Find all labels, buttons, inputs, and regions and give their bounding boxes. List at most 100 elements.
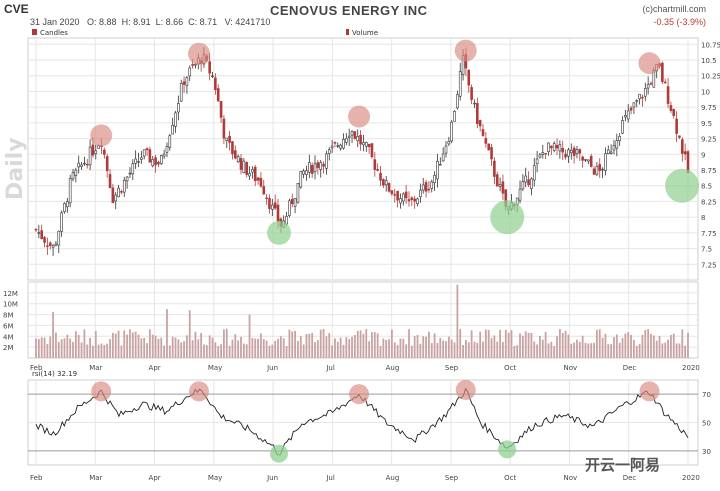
candle-body [108,174,112,188]
candle-body [604,153,607,171]
volume-bar [200,332,203,358]
volume-bar [510,330,513,358]
volume-bar [368,341,371,358]
volume-bar [533,341,536,358]
candle-body [293,198,297,207]
volume-bar [593,342,595,358]
volume-bar [484,329,487,358]
candle-body [567,149,570,157]
candle-body [105,156,109,171]
volume-bar [288,329,291,358]
candle-body [91,144,95,156]
volume-bar [436,342,439,358]
volume-bar [564,330,567,358]
volume-bar [393,342,396,358]
volume-bar [109,339,111,358]
rsi-y-tick-label: 30 [702,448,711,456]
volume-bar [462,345,464,358]
candle-body [484,138,488,144]
candle-body [367,143,371,148]
candle-body [370,143,374,158]
volume-bar [678,343,681,358]
rsi-x-tick-label: Apr [149,474,161,482]
volume-bar [191,340,194,358]
candle-body [51,245,55,248]
candle-body [83,162,86,165]
volume-bar [687,332,689,358]
volume-bar [77,334,80,358]
volume-bar [413,336,416,358]
volume-bar [439,337,442,358]
volume-bar [530,332,533,358]
volume-bar [260,333,262,358]
volume-legend-label: Volume [352,29,378,37]
volume-bar [644,329,647,358]
volume-bar [527,332,530,358]
price-x-tick-label: 2020 [682,364,700,372]
candle-body [669,105,673,111]
volume-bar [428,331,430,358]
volume-bar [74,331,77,358]
volume-bar [245,344,248,358]
candle-body [572,147,576,156]
rsi-x-tick-label: Oct [504,474,516,482]
candle-body [179,83,183,102]
price-peak-marker [454,39,477,62]
candle-body [359,134,362,145]
candle-body [271,204,274,210]
volume-bar [633,339,635,358]
candle-body [638,93,641,100]
candle-body [384,180,388,186]
price-y-tick-label: 7.5 [701,246,712,254]
candle-body [316,162,320,168]
candle-body [177,103,180,113]
volume-bar [573,342,576,358]
candle-body [356,136,360,142]
volume-bar [502,342,504,358]
volume-bar [134,331,137,358]
volume-bar [146,343,148,358]
candle-body [68,178,72,204]
candle-body [424,182,428,192]
price-y-tick-label: 10.75 [701,41,720,49]
chartmill-credit[interactable]: (c)chartmill.com [642,4,706,14]
volume-bar [419,343,422,358]
volume-bar [638,344,641,358]
ticker-symbol: CVE [4,2,29,16]
candle-body [117,187,120,198]
volume-bar [396,344,399,358]
candle-body [427,188,431,191]
volume-bar [513,345,516,358]
volume-bar [410,345,413,358]
volume-bar [539,335,541,358]
candle-body [88,146,92,166]
volume-bar [103,344,106,358]
volume-bar [408,329,410,358]
price-y-tick-label: 9.5 [701,120,712,128]
candle-body [134,158,137,164]
candle-body [404,191,408,199]
volume-bar [541,339,544,358]
volume-bar [129,329,131,358]
candle-body [60,212,63,232]
volume-bar [151,334,154,358]
rsi-trough-marker [270,444,289,463]
candle-body [319,162,323,170]
volume-bar [667,339,669,358]
candle-body [333,142,337,144]
volume-bar [544,331,547,358]
volume-bar [655,340,658,358]
candle-body [63,203,66,212]
volume-bar [641,334,644,358]
candle-body [94,150,98,154]
volume-bar [43,337,46,358]
candle-body [618,136,621,142]
volume-bar [601,337,604,358]
volume-bar [242,343,245,358]
candle-body [188,67,192,77]
candle-body [547,142,550,152]
volume-bar [208,335,211,358]
candle-body [85,163,89,166]
candle-body [524,175,528,183]
price-x-tick-label: Oct [504,364,516,372]
